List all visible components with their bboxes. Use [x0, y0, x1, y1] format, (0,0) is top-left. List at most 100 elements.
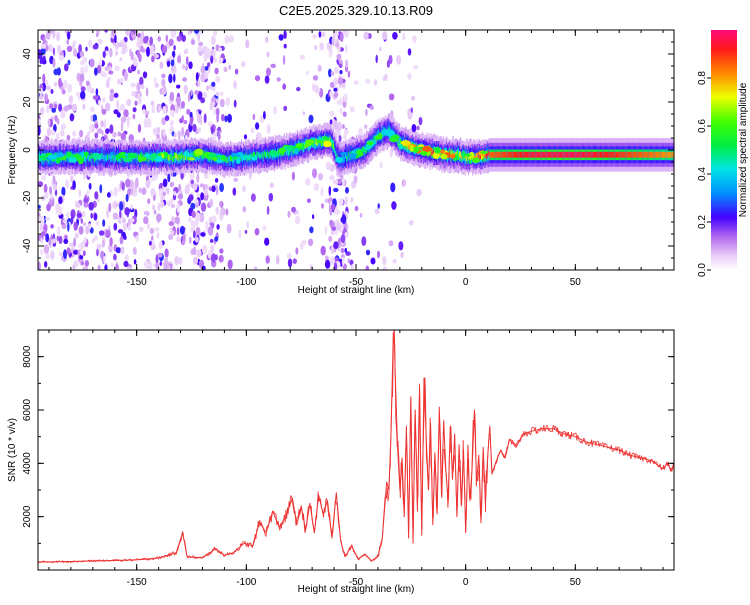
noise-speckle	[92, 239, 95, 244]
colorbar-tick-label: 0.4	[697, 167, 708, 181]
noise-speckle	[114, 93, 119, 98]
noise-speckle	[333, 188, 338, 192]
noise-speckle	[90, 213, 93, 219]
snr-segment	[173, 552, 174, 553]
snr-segment	[240, 544, 241, 549]
snr-segment	[135, 560, 136, 561]
noise-speckle	[147, 198, 150, 204]
noise-speckle	[251, 128, 255, 134]
noise-speckle	[123, 261, 128, 267]
noise-speckle	[45, 80, 49, 85]
noise-speckle	[143, 36, 148, 44]
noise-speckle	[329, 111, 334, 117]
noise-speckle	[276, 255, 280, 265]
spectrogram-y-axis-label: Frequency (Hz)	[7, 116, 18, 185]
noise-speckle	[329, 186, 332, 196]
noise-speckle	[361, 236, 366, 246]
noise-speckle	[43, 37, 46, 43]
snr-segment	[268, 522, 269, 527]
noise-speckle	[150, 188, 155, 197]
snr-segment	[239, 548, 240, 550]
noise-speckle	[156, 127, 160, 134]
noise-speckle	[159, 62, 163, 69]
signal-blob	[398, 144, 403, 150]
noise-speckle	[355, 206, 359, 211]
noise-speckle	[293, 258, 297, 264]
noise-speckle	[109, 48, 112, 57]
noise-speckle	[319, 31, 322, 38]
noise-speckle	[112, 132, 116, 138]
noise-speckle	[130, 204, 133, 210]
noise-speckle	[348, 258, 351, 263]
noise-speckle	[184, 85, 188, 94]
noise-speckle	[220, 92, 224, 96]
snr-segment	[194, 556, 195, 559]
noise-speckle	[177, 55, 181, 63]
noise-speckle	[194, 90, 198, 95]
noise-speckle	[167, 173, 170, 182]
noise-speckle	[127, 119, 130, 128]
signal-blob	[375, 135, 382, 139]
noise-speckle	[150, 228, 155, 234]
noise-speckle	[198, 42, 203, 47]
noise-speckle	[263, 225, 267, 231]
noise-speckle	[329, 175, 334, 180]
noise-speckle	[44, 93, 48, 101]
noise-speckle	[265, 75, 270, 83]
noise-speckle	[339, 64, 343, 68]
noise-speckle	[344, 129, 349, 134]
noise-speckle	[37, 119, 41, 124]
noise-speckle	[169, 221, 174, 226]
noise-speckle	[210, 101, 214, 111]
noise-speckle	[321, 246, 326, 256]
noise-speckle	[220, 207, 225, 215]
noise-speckle	[333, 88, 337, 92]
noise-speckle	[267, 124, 271, 134]
noise-speckle	[146, 180, 151, 188]
noise-speckle	[45, 217, 50, 221]
noise-speckle	[190, 203, 195, 210]
noise-speckle	[180, 226, 185, 235]
noise-speckle	[215, 207, 218, 212]
noise-speckle	[124, 72, 128, 80]
noise-speckle	[200, 192, 204, 200]
noise-speckle	[163, 179, 168, 188]
noise-speckle	[138, 96, 142, 105]
noise-speckle	[216, 113, 219, 123]
noise-speckle	[213, 31, 217, 35]
noise-speckle	[168, 234, 173, 240]
colorbar-gradient	[711, 30, 737, 270]
noise-speckle	[161, 74, 165, 79]
noise-speckle	[221, 114, 225, 121]
noise-speckle	[183, 120, 187, 124]
snr-segment	[218, 552, 219, 553]
snr-segment	[164, 555, 165, 558]
snr-segment	[248, 543, 249, 548]
noise-speckle	[143, 216, 148, 224]
signal-blob	[349, 153, 356, 159]
colorbar-tick-label: 0.6	[697, 119, 708, 133]
noise-speckle	[63, 80, 68, 89]
noise-speckle	[338, 198, 343, 206]
snr-segment	[177, 550, 178, 551]
noise-speckle	[325, 226, 328, 234]
colorbar-tick-label: 0.8	[697, 71, 708, 85]
noise-speckle	[400, 252, 403, 258]
noise-speckle	[338, 122, 343, 132]
noise-speckle	[197, 33, 200, 42]
noise-speckle	[282, 83, 286, 89]
noise-speckle	[119, 210, 121, 219]
noise-speckle	[303, 111, 306, 115]
noise-speckle	[396, 55, 401, 65]
noise-speckle	[334, 37, 337, 43]
noise-speckle	[192, 211, 196, 218]
snr-segment	[336, 502, 337, 504]
signal-blob	[272, 154, 278, 157]
noise-speckle	[168, 74, 172, 84]
noise-speckle	[374, 79, 377, 85]
signal-blob	[123, 158, 133, 162]
noise-speckle	[99, 184, 102, 193]
noise-speckle	[200, 183, 204, 187]
snr-segment	[131, 561, 132, 562]
